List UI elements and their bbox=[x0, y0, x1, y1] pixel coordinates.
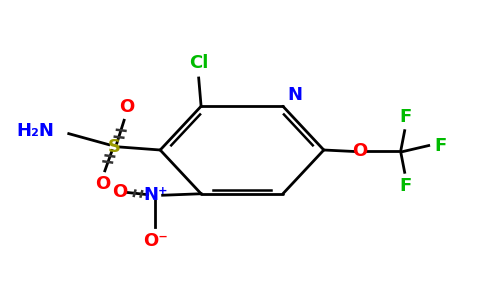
Text: O⁻: O⁻ bbox=[143, 232, 168, 250]
Text: S: S bbox=[108, 138, 121, 156]
Text: F: F bbox=[399, 108, 412, 126]
Text: H₂N: H₂N bbox=[16, 122, 54, 140]
Text: N: N bbox=[287, 86, 302, 104]
Text: F: F bbox=[435, 136, 447, 154]
Text: O: O bbox=[352, 142, 367, 160]
Text: Cl: Cl bbox=[189, 54, 209, 72]
Text: O: O bbox=[95, 175, 110, 193]
Text: N⁺: N⁺ bbox=[143, 186, 167, 204]
Text: F: F bbox=[399, 177, 412, 195]
Text: O: O bbox=[119, 98, 134, 116]
Text: O: O bbox=[112, 183, 127, 201]
